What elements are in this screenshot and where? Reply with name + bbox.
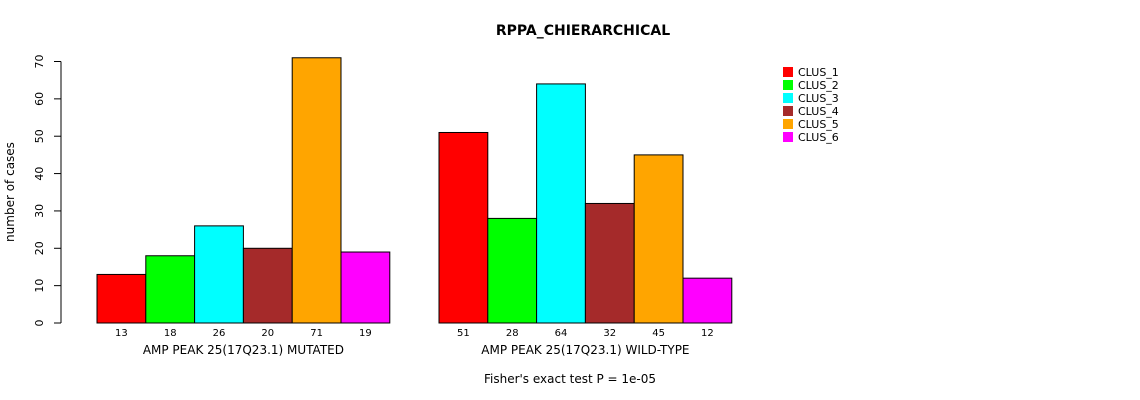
bar-value-label: 28 bbox=[506, 328, 519, 339]
legend-label: CLUS_3 bbox=[798, 92, 839, 105]
bar-clus-6 bbox=[340, 251, 391, 324]
bar-clus-5 bbox=[291, 57, 342, 324]
legend-label: CLUS_5 bbox=[798, 118, 839, 131]
chart-title: RPPA_CHIERARCHICAL bbox=[496, 23, 670, 39]
bar-clus-4 bbox=[584, 202, 635, 324]
bars: 13 18 26 20 71 19 AMP PEAK 25(17Q23.1) MUTATED… bbox=[96, 57, 733, 357]
bar-value-label: 19 bbox=[359, 328, 372, 339]
y-axis: 0 10 20 30 40 50 60 70 bbox=[33, 55, 62, 327]
y-tick-label: 40 bbox=[33, 167, 46, 181]
legend-label: CLUS_6 bbox=[798, 131, 839, 144]
legend-label: CLUS_2 bbox=[798, 79, 839, 92]
legend-label: CLUS_1 bbox=[798, 66, 839, 79]
legend-swatch bbox=[783, 93, 793, 103]
y-tick-label: 0 bbox=[33, 320, 46, 327]
bar-clus-1 bbox=[96, 273, 147, 324]
legend-swatch bbox=[783, 132, 793, 142]
bar-clus-3 bbox=[194, 225, 244, 324]
legend-swatch bbox=[783, 119, 793, 129]
bar-clus-5 bbox=[633, 154, 684, 324]
legend-label: CLUS_4 bbox=[798, 105, 839, 118]
group-label: AMP PEAK 25(17Q23.1) WILD-TYPE bbox=[481, 343, 689, 357]
bar-clus-2 bbox=[487, 217, 538, 324]
legend-swatch bbox=[783, 106, 793, 116]
y-tick-label: 10 bbox=[33, 279, 46, 293]
y-tick-label: 70 bbox=[33, 55, 46, 69]
y-tick-label: 50 bbox=[33, 129, 46, 143]
bar-value-label: 32 bbox=[603, 328, 616, 339]
bar-value-label: 26 bbox=[213, 328, 226, 339]
y-axis-label: number of cases bbox=[3, 142, 17, 242]
legend-swatch bbox=[783, 80, 793, 90]
y-tick-label: 60 bbox=[33, 92, 46, 106]
bar-value-label: 45 bbox=[652, 328, 665, 339]
y-tick-label: 30 bbox=[33, 204, 46, 218]
bar-value-label: 51 bbox=[457, 328, 470, 339]
bar-clus-6 bbox=[682, 277, 733, 324]
legend-swatch bbox=[783, 67, 793, 77]
group-label: AMP PEAK 25(17Q23.1) MUTATED bbox=[143, 343, 344, 357]
bar-value-label: 12 bbox=[701, 328, 714, 339]
bar-clus-4 bbox=[242, 247, 293, 324]
bar-value-label: 20 bbox=[261, 328, 274, 339]
bar-value-label: 13 bbox=[115, 328, 128, 339]
bar-value-label: 71 bbox=[310, 328, 323, 339]
bar-clus-1 bbox=[438, 131, 489, 324]
bar-value-label: 18 bbox=[164, 328, 177, 339]
y-tick-label: 20 bbox=[33, 241, 46, 255]
bar-clus-2 bbox=[145, 255, 196, 324]
bar-value-label: 64 bbox=[555, 328, 568, 339]
bar-clus-3 bbox=[536, 83, 586, 324]
footnote: Fisher's exact test P = 1e-05 bbox=[484, 372, 656, 386]
